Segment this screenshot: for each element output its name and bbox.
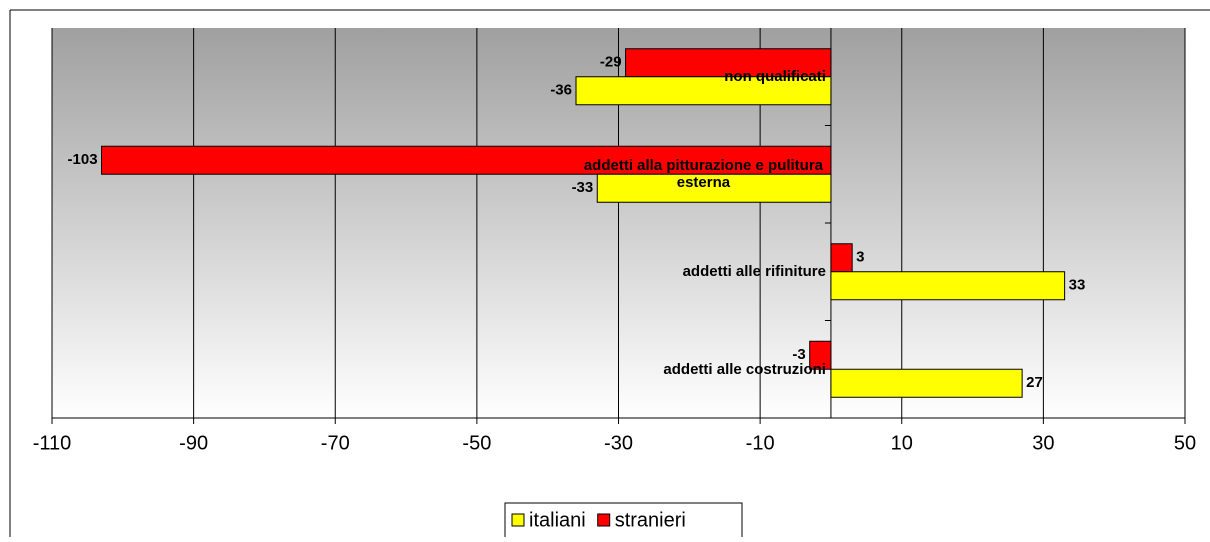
legend [504, 502, 743, 542]
x-tick-label: 30 [1032, 432, 1054, 454]
value-label: 27 [1026, 374, 1043, 391]
category-label: addetti alle costruzioni [663, 360, 826, 378]
legend-label: italiani [529, 509, 586, 531]
x-tick-label: 10 [891, 432, 913, 454]
bar [830, 368, 1023, 398]
value-label: 3 [856, 249, 864, 266]
x-tick-label: -10 [746, 432, 775, 454]
value-label: -103 [68, 151, 98, 168]
x-tick-label: -90 [179, 432, 208, 454]
value-label: -29 [600, 54, 622, 71]
x-tick-label: -30 [604, 432, 633, 454]
x-tick-label: -110 [33, 432, 72, 454]
value-label: -36 [550, 82, 572, 99]
category-label: addetti alla pitturazione e pulitura est… [583, 157, 824, 192]
category-label-box: addetti alle rifiniture [682, 263, 826, 281]
category-label-box: addetti alle costruzioni [663, 360, 826, 378]
value-label: -3 [792, 346, 805, 363]
x-tick-label: -50 [462, 432, 491, 454]
value-label: 33 [1069, 277, 1086, 294]
category-label: addetti alle rifiniture [682, 263, 826, 281]
bar [101, 145, 832, 175]
legend-swatch [597, 513, 611, 527]
bar [809, 340, 832, 370]
category-label-box: addetti alla pitturazione e pulitura est… [583, 157, 824, 192]
bar [830, 271, 1066, 301]
category-label: non qualificati [724, 68, 826, 86]
legend-swatch [511, 513, 525, 527]
x-tick-label: 50 [1174, 432, 1196, 454]
category-label-box: non qualificati [724, 68, 826, 86]
x-tick-label: -70 [321, 432, 350, 454]
bar [596, 173, 832, 203]
legend-label: stranieri [615, 509, 686, 531]
bar [830, 243, 853, 273]
value-label: -33 [572, 179, 594, 196]
bar [575, 76, 832, 106]
bar [625, 48, 832, 78]
